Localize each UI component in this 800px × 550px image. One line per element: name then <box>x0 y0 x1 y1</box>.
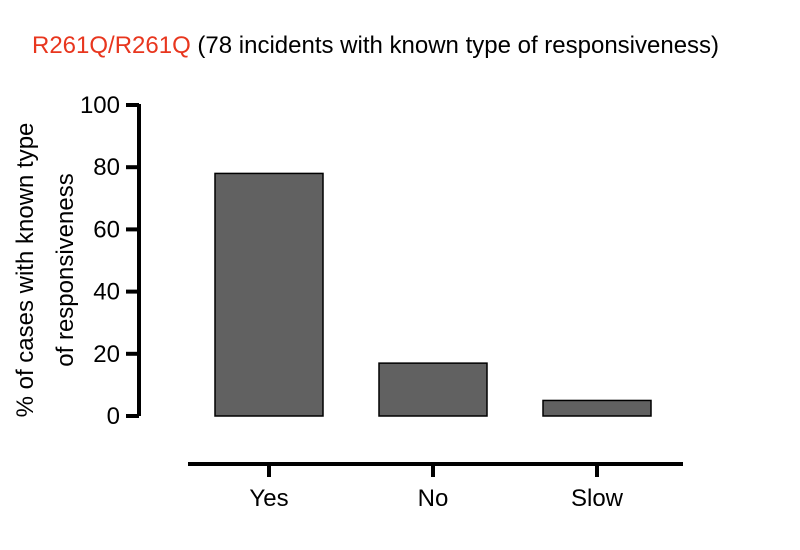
x-tick-label-no: No <box>418 485 449 512</box>
bar-yes <box>214 172 324 417</box>
chart-title-description: (78 incidents with known type of respons… <box>190 32 720 59</box>
x-tick-label-slow: Slow <box>571 485 624 512</box>
bar-no <box>378 362 488 417</box>
y-tick-label: 80 <box>93 154 120 181</box>
y-axis-label-line2: of responsiveness <box>52 173 79 366</box>
y-tick-label: 0 <box>107 403 120 430</box>
chart-title-genotype: R261Q/R261Q <box>32 32 191 59</box>
y-tick-label: 60 <box>93 216 120 243</box>
y-tick-label: 100 <box>80 92 120 119</box>
bars <box>214 172 652 417</box>
y-tick-label: 20 <box>93 341 120 368</box>
y-axis-ticks: 0 20 40 60 80 100 <box>80 92 139 430</box>
x-tick-label-yes: Yes <box>249 485 288 512</box>
y-axis-label-line1: % of cases with known type <box>12 123 39 418</box>
y-axis-label: % of cases with known type of responsive… <box>12 123 79 418</box>
x-axis-ticks: Yes No Slow <box>249 464 624 512</box>
y-tick-label: 40 <box>93 279 120 306</box>
bar-slow <box>542 399 652 417</box>
chart-title: R261Q/R261Q (78 incidents with known typ… <box>32 32 719 60</box>
